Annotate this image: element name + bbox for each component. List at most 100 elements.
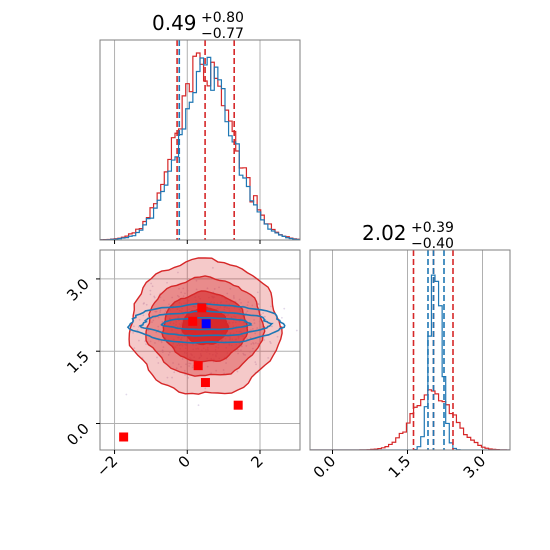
sample-point	[270, 305, 272, 308]
sample-point	[150, 282, 153, 285]
sample-point	[180, 291, 183, 294]
blue-contour	[160, 317, 253, 331]
histogram-x-ticks	[114, 240, 261, 244]
histogram-x-title: 0.49	[152, 11, 197, 35]
sample-point	[256, 327, 259, 329]
sample-point	[263, 339, 266, 341]
sample-point	[258, 320, 261, 323]
sample-point	[151, 321, 153, 324]
sample-point	[157, 362, 160, 364]
sample-point	[255, 363, 257, 366]
sample-point	[133, 347, 136, 350]
sample-point	[251, 304, 254, 307]
joint-panel: −2 0 2 0.0 1.5 3.0	[63, 249, 301, 480]
tick-label-x: 1.5	[385, 452, 415, 482]
sample-point	[271, 325, 273, 328]
sample-point	[167, 353, 170, 356]
sample-point	[182, 287, 185, 290]
sample-point	[213, 288, 216, 290]
sample-point	[247, 301, 250, 304]
sample-point	[133, 325, 135, 328]
histogram-y-ticks: 0.0 1.5 3.0	[310, 450, 489, 482]
sample-point	[257, 342, 260, 345]
sample-point	[215, 369, 218, 372]
sample-point	[168, 303, 170, 306]
sample-point	[236, 348, 239, 351]
sample-point	[171, 376, 173, 379]
sample-point	[171, 296, 174, 299]
sample-point	[236, 370, 239, 373]
sample-point	[249, 350, 252, 353]
sample-point	[138, 339, 140, 342]
histogram-y-grid	[332, 250, 483, 450]
sample-point	[149, 293, 152, 296]
histogram-y-title-lower: −0.40	[411, 236, 454, 252]
sample-point	[184, 373, 186, 376]
sample-point	[240, 349, 242, 352]
sample-point	[251, 347, 254, 350]
sample-point	[152, 319, 155, 322]
sample-point	[145, 343, 147, 346]
sample-point	[137, 326, 140, 328]
sample-point	[242, 352, 245, 355]
sample-point	[166, 376, 169, 379]
histogram-x-series	[100, 52, 300, 240]
sample-point	[195, 279, 198, 282]
sample-point	[251, 327, 254, 330]
sample-point	[246, 310, 249, 313]
tick-label-y: 0.0	[63, 420, 93, 450]
sample-point	[159, 311, 162, 313]
sample-point	[223, 372, 226, 375]
histogram-x-panel: 0.49 +0.80 −0.77	[99, 10, 301, 244]
sample-point	[149, 340, 152, 343]
sample-point	[164, 310, 167, 312]
sample-point	[155, 331, 158, 334]
joint-markers	[119, 303, 243, 442]
sample-point	[237, 352, 239, 355]
sample-point	[245, 312, 248, 315]
sample-point	[185, 363, 187, 366]
sample-point	[182, 295, 185, 298]
sample-point	[206, 365, 209, 368]
joint-blue-contours	[126, 302, 286, 344]
sample-point	[253, 322, 256, 325]
sample-point	[125, 393, 128, 396]
sample-point	[151, 285, 154, 288]
red-marker	[197, 303, 207, 313]
sample-point	[283, 307, 286, 310]
sample-point	[157, 325, 160, 328]
sample-point	[269, 342, 272, 345]
sample-point	[263, 315, 266, 318]
sample-point	[189, 362, 192, 365]
sample-point	[161, 349, 164, 352]
sample-point	[295, 329, 298, 332]
sample-point	[161, 351, 164, 354]
sample-point	[178, 287, 180, 290]
tick-label-x: −2	[93, 452, 121, 480]
sample-point	[254, 361, 257, 364]
sample-point	[155, 310, 157, 313]
sample-point	[204, 387, 207, 390]
sample-point	[197, 404, 200, 407]
sample-point	[132, 331, 135, 334]
sample-point	[206, 287, 209, 290]
histogram-x-quantile-lines	[176, 40, 235, 240]
sample-point	[186, 289, 189, 292]
red-marker	[188, 316, 198, 326]
sample-point	[149, 289, 152, 292]
sample-point	[195, 288, 198, 291]
sample-point	[240, 301, 242, 304]
sample-point	[256, 291, 259, 294]
red-marker	[119, 432, 129, 442]
sample-point	[250, 343, 253, 345]
sample-point	[233, 297, 235, 299]
sample-point	[254, 332, 257, 335]
sample-point	[188, 365, 190, 367]
sample-point	[222, 369, 225, 371]
sample-point	[178, 295, 180, 298]
sample-point	[163, 299, 165, 302]
histogram-y-title: 2.02	[362, 221, 407, 245]
sample-point	[173, 371, 176, 374]
sample-point	[168, 351, 171, 354]
sample-point	[249, 336, 252, 339]
